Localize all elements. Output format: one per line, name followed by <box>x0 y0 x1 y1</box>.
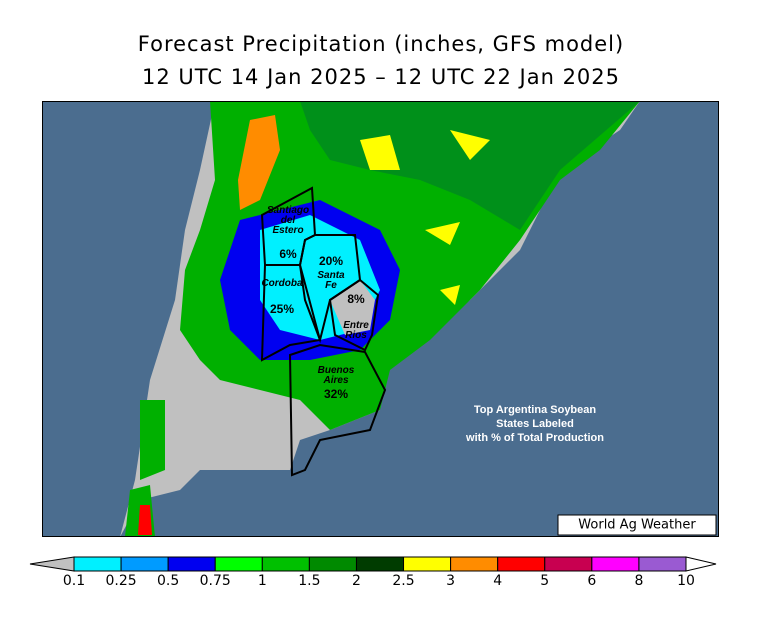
state-share: 25% <box>270 302 294 316</box>
credit-box <box>557 514 717 536</box>
colorbar-tick-label: 0.1 <box>63 573 85 589</box>
colorbar-tick-label: 6 <box>587 573 596 589</box>
under-triangle <box>29 556 75 572</box>
state-name: Santa Fe <box>317 270 345 291</box>
pacific <box>42 101 215 537</box>
colorbar-tick-label: 0.5 <box>157 573 179 589</box>
color-box <box>308 556 357 572</box>
credit: World Ag Weather <box>578 518 696 533</box>
state-borders <box>260 186 387 477</box>
colorbar-tick-label: 0.75 <box>200 573 231 589</box>
colorbar-tick-label: 2.5 <box>392 573 414 589</box>
state-name: Entre Rios <box>343 320 369 341</box>
colorbar-tick-label: 5 <box>540 573 549 589</box>
color-box <box>214 556 263 572</box>
color-box <box>544 556 593 572</box>
color-box <box>638 556 687 572</box>
color-box <box>591 556 640 572</box>
color-box <box>261 556 310 572</box>
over-triangle <box>685 556 717 572</box>
colorbar-tick-label: 3 <box>446 573 455 589</box>
state-share: 6% <box>279 247 297 261</box>
state-name: Cordoba <box>261 278 303 289</box>
colorbar-tick-label: 0.25 <box>105 573 136 589</box>
state-share: 20% <box>319 254 343 268</box>
state-share: 8% <box>347 292 365 306</box>
precip-red-chile <box>138 505 152 535</box>
colorbar-tick-label: 1 <box>258 573 267 589</box>
note: Top Argentina Soybean States Labeled with … <box>465 404 604 444</box>
colorbar-tick-label: 10 <box>677 573 695 589</box>
precip-darkgreen <box>300 101 640 230</box>
state-name: Buenos Aires <box>318 365 355 386</box>
color-box <box>167 556 216 572</box>
color-box <box>120 556 169 572</box>
map: Santiago del Estero 6% Santa Fe 20% Cordoba 25% E… <box>42 101 719 537</box>
color-box <box>355 556 405 572</box>
precip-orange <box>238 115 280 210</box>
colorbar-tick-label: 1.5 <box>298 573 320 589</box>
colorbar-tick-label: 8 <box>634 573 643 589</box>
color-box <box>497 556 546 572</box>
precip-chile <box>125 400 165 537</box>
state-name: Santiago del Estero <box>267 205 309 236</box>
color-box <box>403 556 452 572</box>
dry-entre-rios <box>330 280 375 335</box>
color-box <box>450 556 499 572</box>
colorbar-tick-label: 4 <box>493 573 502 589</box>
state-share: 32% <box>324 387 348 401</box>
subtitle: 12 UTC 14 Jan 2025 – 12 UTC 22 Jan 2025 <box>142 65 620 89</box>
title: Forecast Precipitation (inches, GFS mode… <box>138 32 624 56</box>
colorbar-tick-label: 2 <box>352 573 361 589</box>
colorbar: 0.1 0.25 0.5 0.75 1 1.5 2 2.5 3 4 5 6 8 10 <box>29 556 717 589</box>
color-box <box>73 556 122 572</box>
precip-yellow <box>360 130 490 305</box>
